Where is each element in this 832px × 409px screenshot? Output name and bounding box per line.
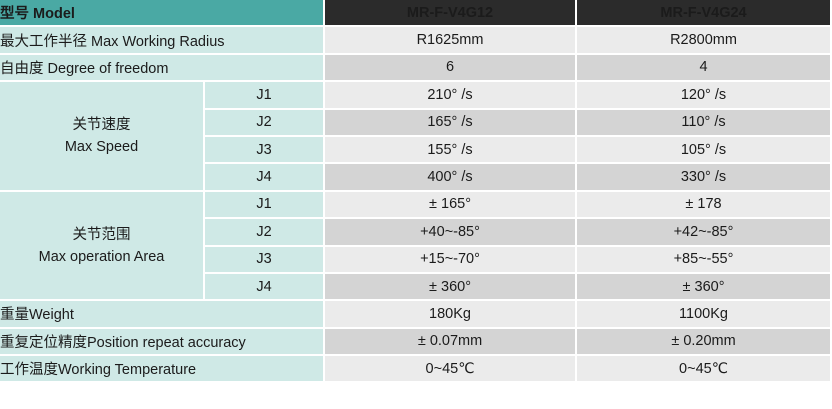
area-value-1: ± 360°: [325, 273, 578, 302]
speed-group-en: Max Speed: [64, 138, 139, 155]
joint-label: J1: [205, 191, 326, 220]
area-row-j1: 关节范围 Max operation Area J1 ± 165° ± 178: [0, 191, 832, 302]
speed-value-2: 110° /s: [577, 109, 832, 137]
speed-group-cn: 关节速度: [72, 116, 131, 133]
area-group-cn: 关节范围: [72, 226, 131, 243]
area-row-j4: J4 ± 360° ± 360°: [0, 273, 832, 302]
speed-row-j4: J4 400° /s 330° /s: [0, 164, 832, 192]
speed-group-label: 关节速度 Max Speed: [0, 82, 205, 192]
freedom-row: 自由度 Degree of freedom 6 4: [0, 54, 832, 83]
speed-value-1: 210° /s: [325, 82, 578, 110]
area-value-1: ± 165°: [325, 191, 578, 220]
speed-value-1: 155° /s: [325, 136, 578, 165]
speed-row-j1: 关节速度 Max Speed J1 210° /s 120° /s: [0, 82, 832, 192]
radius-label: 最大工作半径 Max Working Radius: [0, 27, 326, 55]
area-value-1: +40~-85°: [325, 219, 578, 247]
speed-row-j3: J3 155° /s 105° /s: [0, 136, 832, 165]
weight-value-1: 180Kg: [325, 301, 578, 329]
model-col-2: MR-F-V4G24: [577, 0, 832, 28]
joint-label: J3: [205, 246, 326, 274]
area-value-1: +15~-70°: [325, 246, 578, 274]
temperature-value-2: 0~45℃: [577, 356, 832, 384]
radius-value-1: R1625mm: [325, 27, 578, 55]
joint-label: J3: [205, 136, 326, 165]
repeat-row: 重复定位精度Position repeat accuracy ± 0.07mm …: [0, 328, 832, 357]
area-value-2: +85~-55°: [577, 246, 832, 274]
temperature-row: 工作温度Working Temperature 0~45℃ 0~45℃: [0, 356, 832, 384]
joint-label: J2: [205, 219, 326, 247]
speed-value-1: 165° /s: [325, 109, 578, 137]
speed-row-j2: J2 165° /s 110° /s: [0, 109, 832, 137]
speed-value-1: 400° /s: [325, 164, 578, 192]
weight-label: 重量Weight: [0, 301, 326, 329]
area-value-2: ± 360°: [577, 273, 832, 302]
joint-label: J2: [205, 109, 326, 137]
temperature-value-1: 0~45℃: [325, 356, 578, 384]
joint-label: J4: [205, 164, 326, 192]
repeat-value-2: ± 0.20mm: [577, 328, 832, 357]
joint-label: J1: [205, 82, 326, 110]
area-row-j3: J3 +15~-70° +85~-55°: [0, 246, 832, 274]
freedom-label: 自由度 Degree of freedom: [0, 54, 326, 83]
temperature-label: 工作温度Working Temperature: [0, 356, 326, 384]
repeat-label: 重复定位精度Position repeat accuracy: [0, 328, 326, 357]
speed-value-2: 120° /s: [577, 82, 832, 110]
weight-value-2: 1100Kg: [577, 301, 832, 329]
spec-table: 型号 Model MR-F-V4G12 MR-F-V4G24 最大工作半径 Ma…: [0, 0, 832, 384]
repeat-value-1: ± 0.07mm: [325, 328, 578, 357]
radius-row: 最大工作半径 Max Working Radius R1625mm R2800m…: [0, 27, 832, 55]
area-row-j2: J2 +40~-85° +42~-85°: [0, 219, 832, 247]
freedom-value-2: 4: [577, 54, 832, 83]
area-value-2: ± 178: [577, 191, 832, 220]
radius-value-2: R2800mm: [577, 27, 832, 55]
area-group-label: 关节范围 Max operation Area: [0, 191, 205, 302]
header-row: 型号 Model MR-F-V4G12 MR-F-V4G24: [0, 0, 832, 28]
speed-value-2: 330° /s: [577, 164, 832, 192]
weight-row: 重量Weight 180Kg 1100Kg: [0, 301, 832, 329]
model-col-1: MR-F-V4G12: [325, 0, 578, 28]
freedom-value-1: 6: [325, 54, 578, 83]
joint-label: J4: [205, 273, 326, 302]
area-value-2: +42~-85°: [577, 219, 832, 247]
model-header: 型号 Model: [0, 0, 326, 28]
area-group-en: Max operation Area: [38, 248, 165, 265]
speed-value-2: 105° /s: [577, 136, 832, 165]
